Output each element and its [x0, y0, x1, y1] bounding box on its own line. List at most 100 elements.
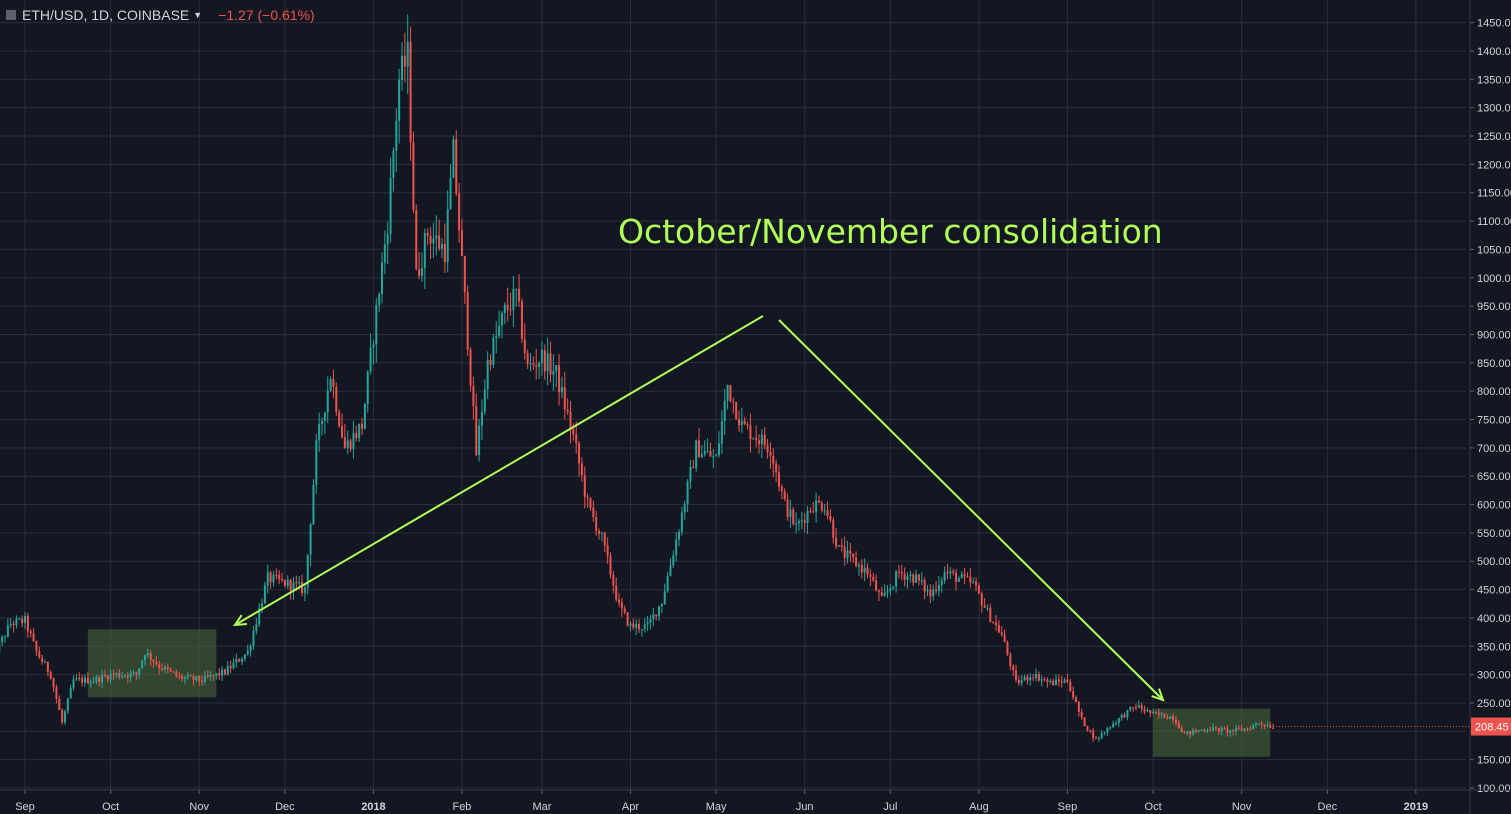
candle-body	[895, 571, 898, 587]
candle-body	[1029, 677, 1032, 681]
candle-body	[743, 420, 746, 425]
candle-body	[538, 363, 541, 367]
candle-body	[1169, 716, 1172, 720]
annotation-arrows	[233, 315, 1165, 702]
candle-body	[141, 660, 144, 669]
price-tick-label: 650.00	[1477, 471, 1511, 483]
candle-body	[1117, 717, 1120, 724]
candle-body	[1009, 654, 1012, 667]
candle-body	[489, 359, 492, 365]
candle-body	[632, 623, 635, 628]
candle-body	[506, 304, 509, 310]
candle-body	[1146, 709, 1149, 712]
candle-body	[852, 553, 855, 558]
candle-body	[735, 401, 738, 420]
candle-body	[932, 589, 935, 597]
time-tick-label: Feb	[452, 801, 471, 813]
candle-body	[235, 659, 238, 663]
candle-body	[446, 208, 449, 262]
candle-body	[12, 623, 15, 626]
price-axis[interactable]: 100.00150.00200.00250.00300.00350.00400.…	[1469, 0, 1511, 814]
price-tick-label: 1300.00	[1477, 103, 1511, 115]
candle-body	[1012, 666, 1015, 671]
candle-body	[415, 210, 418, 270]
candle-body	[223, 669, 226, 675]
candle-body	[458, 193, 461, 231]
price-tick-label: 1000.00	[1477, 273, 1511, 285]
candle-body	[1157, 712, 1160, 715]
candle-body	[1226, 728, 1229, 733]
candle-body	[603, 532, 606, 546]
candle-body	[903, 573, 906, 580]
price-tick-label: 700.00	[1477, 443, 1511, 455]
candle-body	[1003, 634, 1006, 642]
candle-body	[18, 618, 21, 620]
candle-body	[1152, 711, 1155, 714]
candle-body	[1037, 673, 1040, 681]
candle-body	[335, 387, 338, 412]
price-tick-label: 400.00	[1477, 613, 1511, 625]
candle-body	[6, 625, 9, 637]
chevron-down-icon[interactable]: ▼	[193, 10, 203, 20]
time-tick-label: Jun	[796, 801, 814, 813]
candle-body	[1089, 730, 1092, 732]
candle-body	[955, 572, 958, 582]
candle-body	[1214, 727, 1217, 729]
candle-body	[820, 502, 823, 511]
candle-body	[512, 289, 515, 311]
candle-body	[118, 673, 121, 677]
candle-body	[1217, 727, 1220, 732]
candle-body	[640, 629, 643, 631]
symbol-title[interactable]: ETH/USD, 1D, COINBASE	[22, 7, 190, 23]
candle-body	[75, 678, 78, 680]
time-axis[interactable]: Sep Oct Nov Dec 2018 Feb Mar Apr May Jun Jul Aug Sep…	[0, 789, 1511, 813]
chart-header: ETH/USD, 1D, COINBASE ▼ −1.27 (−0.61%)	[6, 6, 315, 24]
candle-body	[398, 79, 401, 121]
candle-body	[1180, 728, 1183, 733]
candle-body	[503, 304, 506, 313]
candle-body	[1072, 691, 1075, 698]
candle-body	[86, 677, 89, 684]
candle-body	[566, 409, 569, 412]
time-tick-label: Nov	[1232, 801, 1252, 813]
candle-body	[498, 325, 501, 336]
candle-body	[338, 411, 341, 427]
time-tick-label: Dec	[1318, 801, 1338, 813]
candle-body	[295, 582, 298, 584]
candle-body	[135, 672, 138, 675]
candle-body	[1055, 679, 1058, 686]
candle-body	[112, 673, 115, 675]
candle-body	[1206, 730, 1209, 732]
candle-body	[272, 574, 275, 583]
candle-body	[206, 675, 209, 677]
candle-body	[400, 55, 403, 80]
candle-body	[312, 484, 315, 525]
candle-body	[560, 387, 563, 393]
price-tick-label: 100.00	[1477, 783, 1511, 795]
time-tick-label: Jul	[883, 801, 897, 813]
candle-body	[723, 400, 726, 422]
candle-body	[143, 655, 146, 661]
candle-body	[797, 521, 800, 524]
candle-body	[106, 675, 109, 680]
candle-body	[1077, 702, 1080, 712]
candle-body	[780, 486, 783, 491]
candle-body	[520, 301, 523, 340]
candle-body	[1189, 731, 1192, 735]
candle-body	[392, 150, 395, 179]
candle-body	[523, 339, 526, 354]
candle-body	[886, 591, 889, 593]
candle-body	[975, 581, 978, 586]
candle-body	[286, 579, 289, 586]
candle-body	[855, 557, 858, 567]
candle-body	[332, 379, 335, 388]
candle-body	[683, 504, 686, 513]
candle-body	[375, 304, 378, 345]
candle-body	[966, 576, 969, 578]
candle-body	[638, 624, 641, 630]
candle-body	[1237, 727, 1240, 729]
candle-body	[409, 41, 412, 143]
candle-body	[989, 607, 992, 622]
candle-body	[258, 608, 261, 625]
